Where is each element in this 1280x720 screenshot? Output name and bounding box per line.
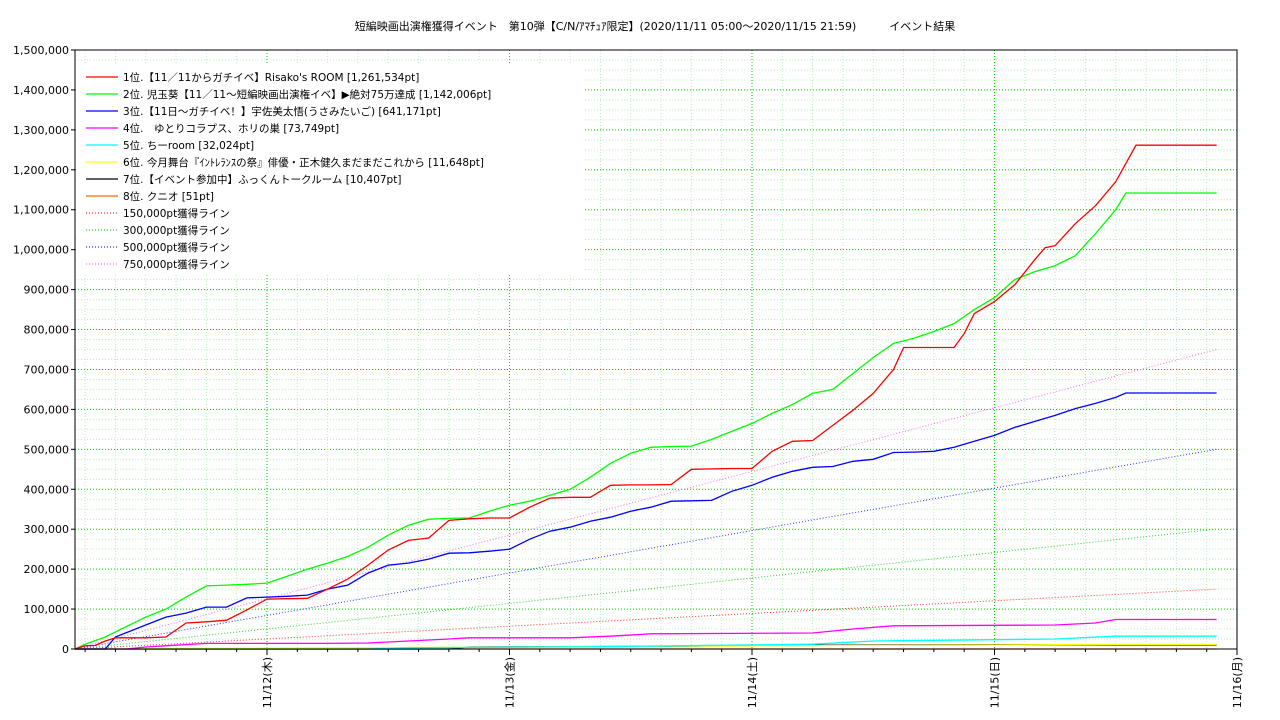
legend-label: 4位. ゆとりコラプス、ホリの巣 [73,749pt] bbox=[123, 122, 339, 135]
x-axis: 11/12(木) 11/13(金) 11/14(土) 11/15(日) 11/16(月) bbox=[84, 649, 1244, 708]
reference-lines bbox=[74, 349, 1217, 650]
legend: 1位.【11／11からガチイベ】Risako's ROOM [1,261,534… bbox=[78, 64, 583, 274]
reference-line bbox=[74, 528, 1217, 650]
reference-line bbox=[74, 448, 1217, 650]
y-tick-label: 1,100,000 bbox=[13, 204, 69, 217]
y-tick-label: 1,300,000 bbox=[13, 124, 69, 137]
legend-label: 1位.【11／11からガチイベ】Risako's ROOM [1,261,534… bbox=[123, 71, 419, 84]
legend-label: 500,000pt獲得ライン bbox=[123, 241, 230, 254]
legend-label: 300,000pt獲得ライン bbox=[123, 224, 230, 237]
y-tick-label: 1,400,000 bbox=[13, 84, 69, 97]
y-tick-label: 500,000 bbox=[24, 443, 70, 456]
y-tick-label: 700,000 bbox=[24, 363, 70, 376]
series-line bbox=[75, 618, 1217, 650]
series-line bbox=[74, 643, 1217, 650]
legend-label: 2位. 児玉葵【11／11〜短編映画出演権イベ】▶絶対75万達成 [1,142,… bbox=[123, 88, 491, 101]
chart-title: 短編映画出演権獲得イベント 第10弾【C/N/ｱﾏﾁｭｱ限定】(2020/11/… bbox=[355, 19, 956, 33]
y-tick-label: 0 bbox=[62, 643, 69, 656]
legend-label: 8位. クニオ [51pt] bbox=[123, 190, 214, 203]
y-tick-label: 200,000 bbox=[24, 563, 70, 576]
legend-label: 750,000pt獲得ライン bbox=[123, 258, 230, 271]
series-line bbox=[74, 144, 1217, 650]
legend-label: 150,000pt獲得ライン bbox=[123, 207, 230, 220]
legend-label: 7位.【イベント参加中】ふっくんトークルーム [10,407pt] bbox=[123, 173, 401, 186]
x-tick-label: 11/12(木) bbox=[261, 657, 274, 708]
legend-label: 6位. 今月舞台『ｲﾝﾄﾚﾗﾝｽの祭』俳優・正木健久まだまだこれから [11,6… bbox=[123, 156, 484, 169]
series-line bbox=[75, 635, 1217, 650]
plot-frame bbox=[74, 49, 1238, 650]
y-tick-label: 1,200,000 bbox=[13, 164, 69, 177]
x-tick-label: 11/15(日) bbox=[988, 657, 1001, 708]
y-tick-label: 400,000 bbox=[24, 483, 70, 496]
series-line bbox=[74, 192, 1217, 650]
legend-box bbox=[78, 64, 583, 274]
x-tick-label: 11/16(月) bbox=[1231, 657, 1244, 708]
y-tick-label: 800,000 bbox=[24, 324, 70, 337]
y-axis: 0 100,000 200,000 300,000 400,000 500,000 600,… bbox=[13, 44, 75, 656]
series-line bbox=[75, 392, 1217, 650]
y-tick-label: 100,000 bbox=[24, 603, 70, 616]
y-tick-label: 1,000,000 bbox=[13, 244, 69, 257]
y-tick-label: 300,000 bbox=[24, 523, 70, 536]
y-tick-label: 900,000 bbox=[24, 284, 70, 297]
y-tick-label: 600,000 bbox=[24, 403, 70, 416]
legend-label: 3位.【11日〜ガチイベ！】宇佐美太悟(うさみたいご) [641,171pt] bbox=[123, 105, 441, 118]
y-tick-label: 1,500,000 bbox=[13, 44, 69, 57]
legend-label: 5位. ちーroom [32,024pt] bbox=[123, 139, 254, 152]
x-tick-label: 11/13(金) bbox=[502, 657, 516, 708]
x-tick-label: 11/14(土) bbox=[746, 657, 759, 708]
